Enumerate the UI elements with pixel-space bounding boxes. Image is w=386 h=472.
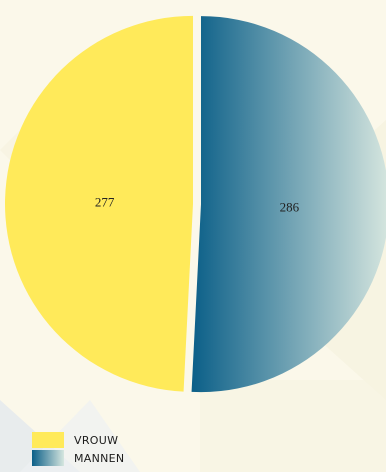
legend-label-vrouw: VROUW — [74, 433, 119, 447]
data-label-mannen: 286 — [280, 199, 300, 214]
pie-slice-mannen[interactable] — [191, 16, 386, 393]
legend-item-vrouw: VROUW — [32, 432, 124, 448]
legend-label-mannen: MANNEN — [74, 451, 125, 465]
data-label-vrouw: 277 — [95, 195, 115, 210]
pie-slice-vrouw[interactable] — [5, 15, 194, 392]
legend-swatch-mannen — [32, 450, 64, 466]
legend-item-mannen: MANNEN — [32, 450, 124, 466]
legend-swatch-vrouw — [32, 432, 64, 448]
chart-legend: VROUW MANNEN — [32, 432, 124, 468]
